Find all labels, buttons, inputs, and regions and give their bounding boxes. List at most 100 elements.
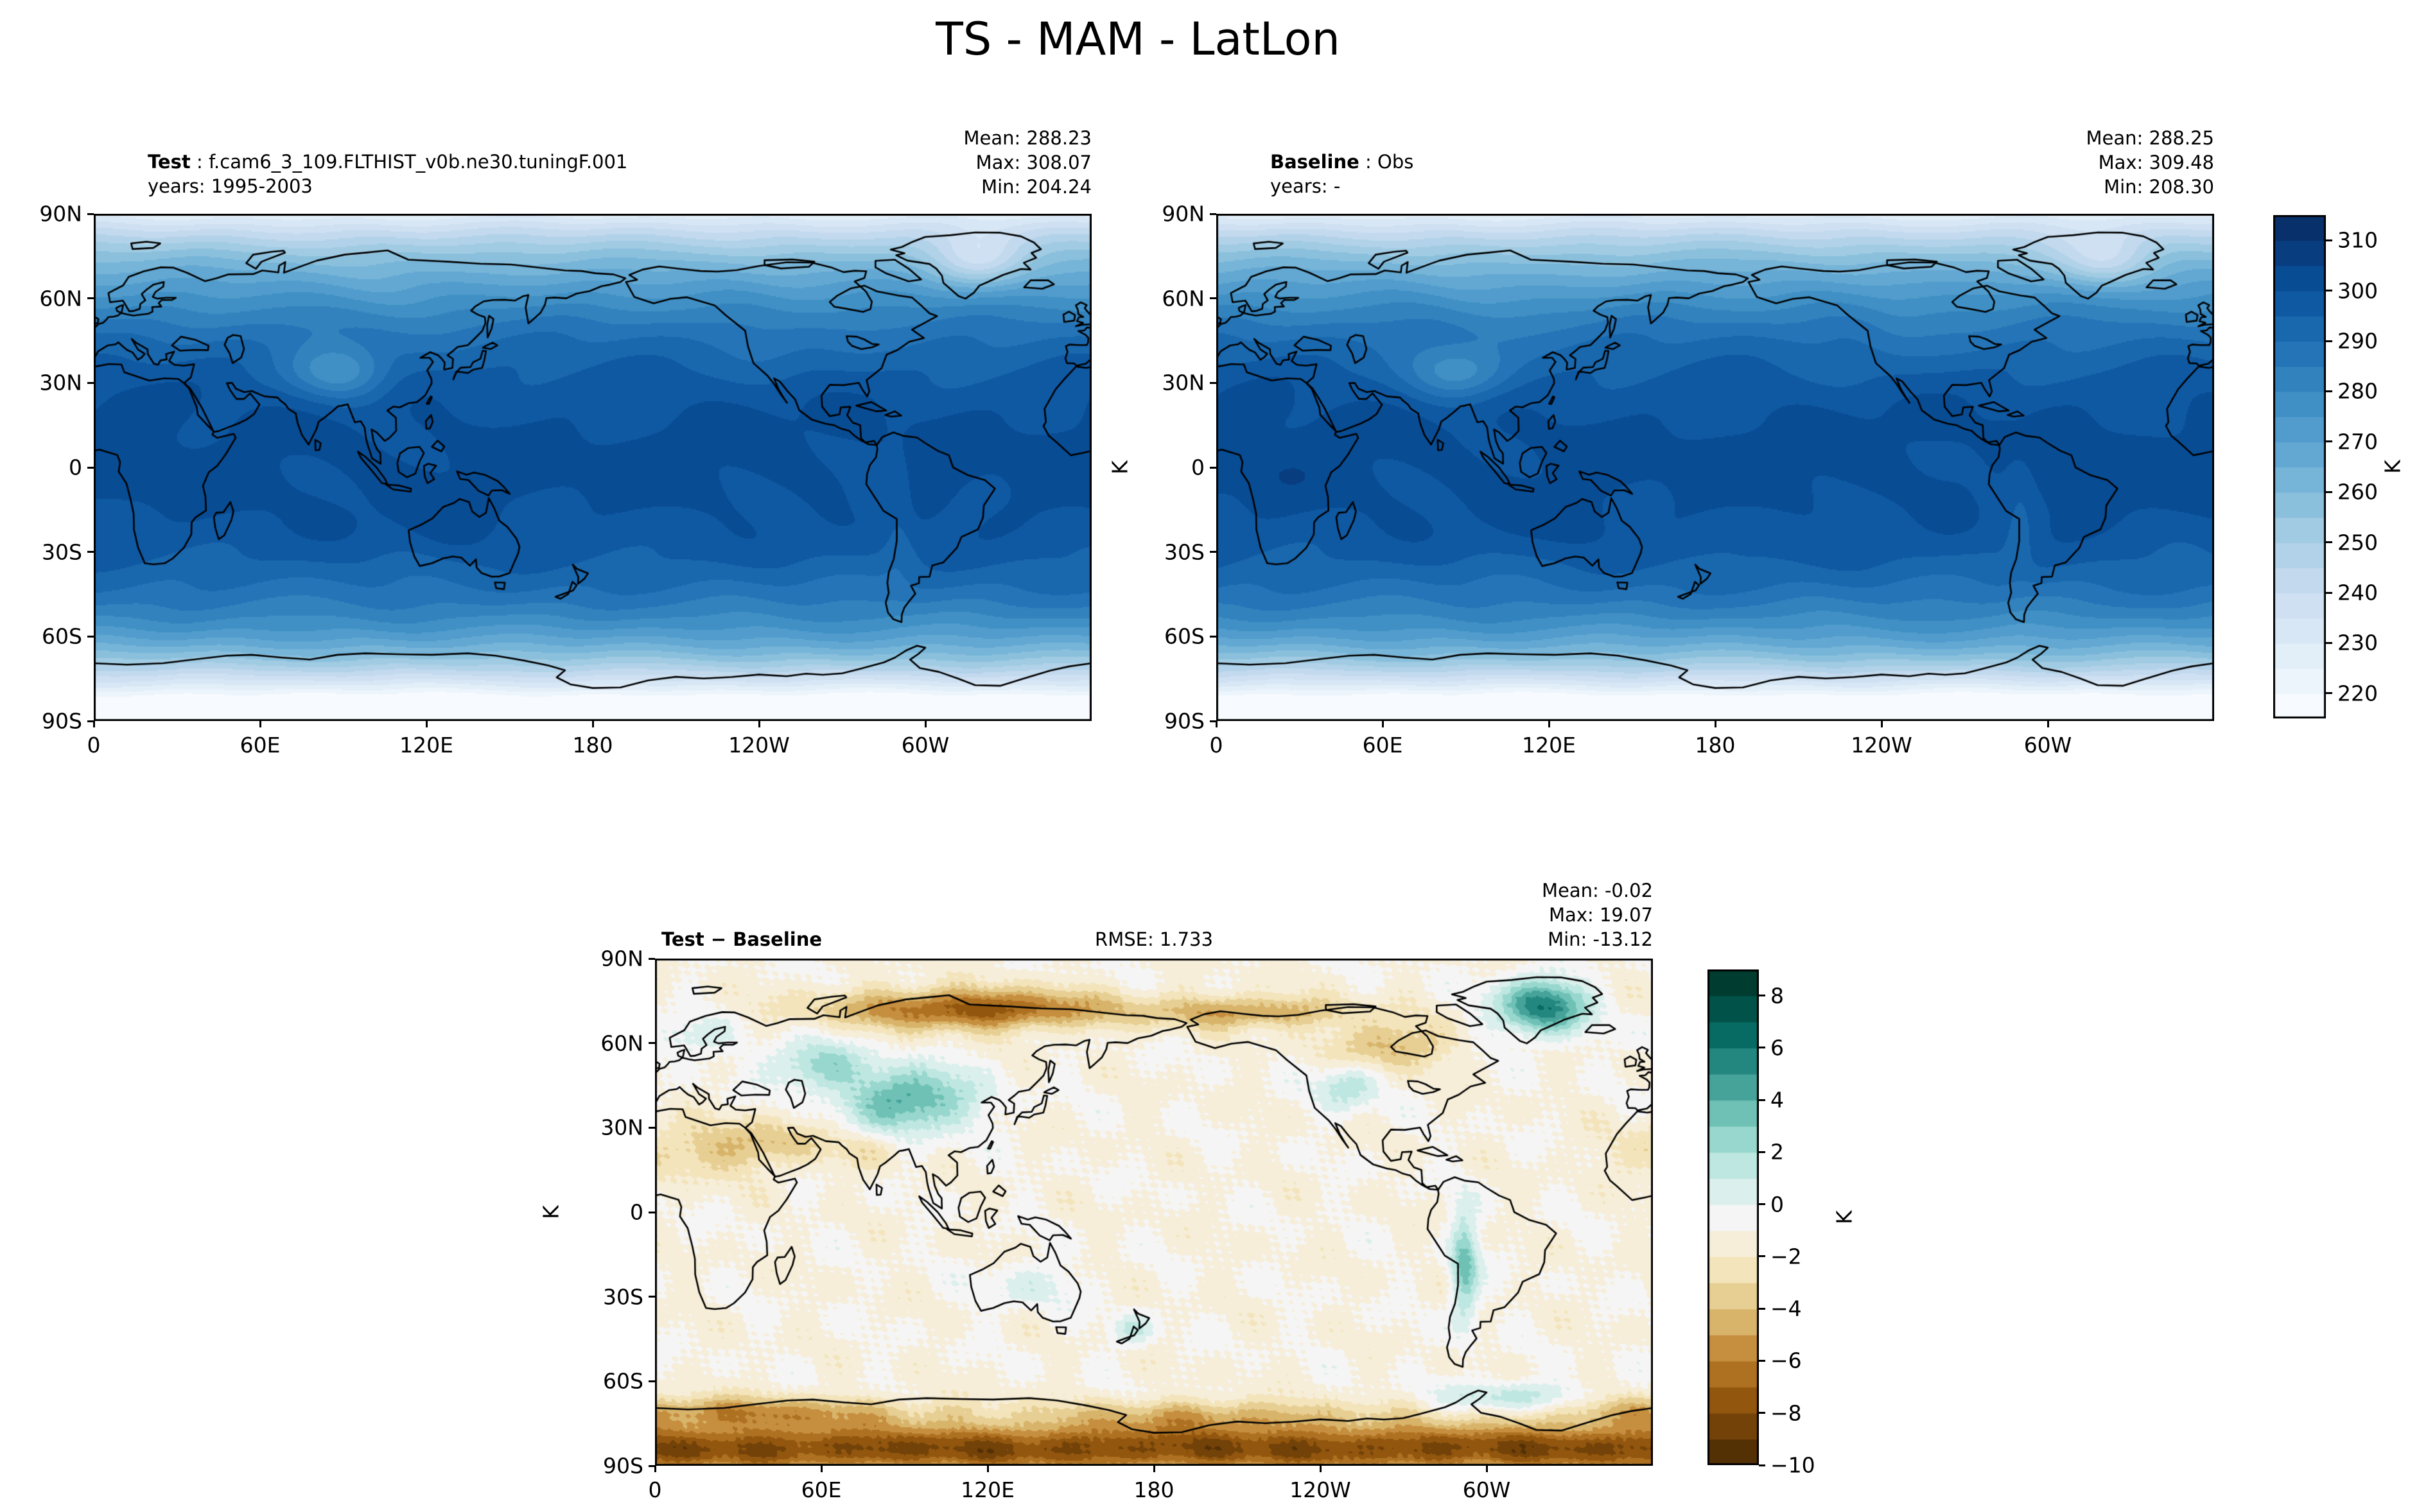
baseline-y-ticklabel: 60N <box>1162 286 1205 311</box>
diff-x-ticklabel: 60W <box>1462 1477 1511 1502</box>
baseline-mean: Mean: 288.25 <box>2086 127 2214 149</box>
temperature-colorbar-tickmark <box>2326 491 2332 493</box>
difference-colorbar-tickmark <box>1759 1412 1765 1414</box>
diff-rmse: RMSE: 1.733 <box>1095 928 1213 950</box>
baseline-years: years: - <box>1270 175 1341 197</box>
baseline-label-bold: Baseline <box>1270 151 1359 173</box>
test-panel-label: Test : f.cam6_3_109.FLTHIST_v0b.ne30.tun… <box>148 150 627 174</box>
difference-colorbar-tickmark <box>1759 1047 1765 1049</box>
temperature-colorbar-tickmark <box>2326 390 2332 392</box>
diff-x-ticklabel: 0 <box>648 1477 662 1502</box>
baseline-x-tickmark <box>1548 721 1550 727</box>
diff-x-tickmark <box>654 1466 656 1472</box>
test-label-bold: Test <box>148 151 191 173</box>
difference-colorbar-ticklabel: 4 <box>1770 1087 1784 1113</box>
test-years: years: 1995-2003 <box>148 175 313 197</box>
temperature-colorbar-tickmark <box>2326 440 2332 443</box>
diff-panel-label: Test − Baseline <box>661 927 822 952</box>
temperature-colorbar-tickmark <box>2326 692 2332 695</box>
test-dataset-name: : f.cam6_3_109.FLTHIST_v0b.ne30.tuningF.… <box>190 151 628 173</box>
diff-y-axis-unit: K <box>538 1205 564 1219</box>
test-y-ticklabel: 60S <box>42 623 82 649</box>
diff-y-ticklabel: 0 <box>630 1199 643 1225</box>
difference-colorbar-ticklabel: −8 <box>1770 1400 1802 1426</box>
test-min: Min: 204.24 <box>981 176 1092 198</box>
baseline-map-canvas <box>1216 214 2214 721</box>
difference-colorbar-ticklabel: −2 <box>1770 1244 1802 1269</box>
diff-y-ticklabel: 30S <box>603 1284 643 1310</box>
diff-mean: Mean: -0.02 <box>1541 880 1653 901</box>
baseline-x-ticklabel: 120E <box>1522 733 1576 758</box>
diff-max: Max: 19.07 <box>1549 904 1653 926</box>
difference-colorbar-tickmark <box>1759 1151 1765 1153</box>
test-mean: Mean: 288.23 <box>963 127 1092 149</box>
test-y-tickmark <box>87 635 94 638</box>
test-max: Max: 308.07 <box>975 152 1092 173</box>
test-x-tickmark <box>924 721 927 727</box>
difference-colorbar-tickmark <box>1759 995 1765 997</box>
diff-min: Min: -13.12 <box>1548 928 1653 950</box>
diff-map-canvas <box>655 959 1653 1466</box>
temperature-colorbar-unit: K <box>2380 460 2406 474</box>
baseline-y-ticklabel: 90N <box>1162 201 1205 227</box>
diff-y-tickmark <box>649 1126 655 1129</box>
diff-y-tickmark <box>649 1380 655 1382</box>
difference-colorbar-ticklabel: −10 <box>1770 1452 1815 1478</box>
temperature-colorbar-ticklabel: 220 <box>2337 681 2378 706</box>
test-x-tickmark <box>591 721 594 727</box>
diff-y-ticklabel: 60S <box>603 1368 643 1394</box>
diff-x-tickmark <box>1485 1466 1488 1472</box>
diff-label-bold: Test − Baseline <box>661 928 823 950</box>
baseline-panel-label: Baseline : Obs <box>1270 150 1413 174</box>
test-x-tickmark <box>92 721 95 727</box>
difference-colorbar-ticklabel: 6 <box>1770 1035 1784 1061</box>
test-x-ticklabel: 120E <box>399 733 453 758</box>
difference-colorbar-tickmark <box>1759 1464 1765 1466</box>
temperature-colorbar-ticklabel: 250 <box>2337 530 2378 555</box>
baseline-y-ticklabel: 60S <box>1164 623 1205 649</box>
diff-y-ticklabel: 90N <box>600 946 643 971</box>
test-x-tickmark <box>758 721 760 727</box>
test-y-tickmark <box>87 551 94 553</box>
test-map-canvas <box>94 214 1092 721</box>
test-x-tickmark <box>425 721 428 727</box>
test-x-ticklabel: 180 <box>572 733 613 758</box>
diff-y-tickmark <box>649 1296 655 1298</box>
temperature-colorbar-ticklabel: 270 <box>2337 429 2378 455</box>
baseline-y-ticklabel: 30N <box>1162 370 1205 395</box>
test-y-tickmark <box>87 297 94 300</box>
test-x-ticklabel: 0 <box>87 733 101 758</box>
test-x-ticklabel: 60W <box>901 733 950 758</box>
difference-colorbar-ticklabel: −6 <box>1770 1348 1802 1373</box>
difference-colorbar-tickmark <box>1759 1255 1765 1258</box>
baseline-x-ticklabel: 0 <box>1209 733 1223 758</box>
baseline-min: Min: 208.30 <box>2104 176 2214 198</box>
diff-y-ticklabel: 30N <box>600 1115 643 1140</box>
baseline-y-tickmark <box>1210 466 1216 469</box>
diff-x-ticklabel: 120W <box>1289 1477 1351 1502</box>
temperature-colorbar-tickmark <box>2326 290 2332 292</box>
baseline-x-ticklabel: 60W <box>2023 733 2072 758</box>
baseline-x-tickmark <box>1381 721 1384 727</box>
diff-y-tickmark <box>649 1211 655 1213</box>
difference-colorbar-ticklabel: 8 <box>1770 983 1784 1009</box>
test-y-tickmark <box>87 381 94 384</box>
temperature-colorbar-tickmark <box>2326 591 2332 594</box>
temperature-colorbar-ticklabel: 280 <box>2337 378 2378 404</box>
baseline-x-tickmark <box>1714 721 1716 727</box>
baseline-y-tickmark <box>1210 635 1216 638</box>
diff-x-tickmark <box>1153 1466 1155 1472</box>
difference-colorbar-ticklabel: 0 <box>1770 1192 1784 1217</box>
test-y-ticklabel: 30S <box>42 539 82 565</box>
difference-colorbar-unit: K <box>1831 1210 1857 1224</box>
baseline-y-tickmark <box>1210 213 1216 215</box>
baseline-y-ticklabel: 30S <box>1164 539 1205 565</box>
diff-y-tickmark <box>649 957 655 960</box>
difference-colorbar-ticklabel: −4 <box>1770 1296 1802 1321</box>
baseline-x-tickmark <box>1215 721 1218 727</box>
test-y-ticklabel: 0 <box>69 455 82 480</box>
baseline-max: Max: 309.48 <box>2098 152 2214 173</box>
temperature-colorbar-ticklabel: 300 <box>2337 278 2378 304</box>
diff-x-tickmark <box>1319 1466 1322 1472</box>
